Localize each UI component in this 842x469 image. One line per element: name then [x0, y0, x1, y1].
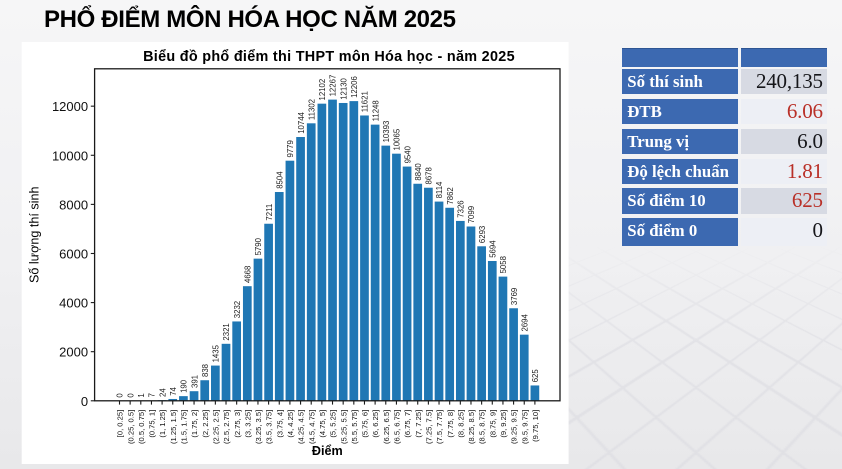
svg-text:10393: 10393	[382, 121, 391, 143]
svg-text:10744: 10744	[297, 111, 306, 133]
svg-text:0: 0	[126, 393, 135, 398]
svg-text:(8.75, 9]: (8.75, 9]	[488, 410, 497, 438]
svg-text:7099: 7099	[467, 206, 476, 223]
svg-text:12130: 12130	[339, 77, 348, 99]
svg-text:(9.75, 10]: (9.75, 10]	[531, 410, 540, 442]
svg-text:10000: 10000	[52, 148, 88, 163]
svg-text:12206: 12206	[350, 76, 359, 98]
svg-text:(2.25, 2.5]: (2.25, 2.5]	[211, 410, 220, 444]
svg-text:[0, 0.25]: [0, 0.25]	[116, 410, 125, 437]
svg-text:(3.25, 3.5]: (3.25, 3.5]	[254, 410, 263, 444]
svg-text:(5.75, 6]: (5.75, 6]	[361, 410, 370, 438]
svg-text:(5, 5.25]: (5, 5.25]	[329, 410, 338, 438]
svg-text:12267: 12267	[329, 75, 338, 97]
svg-text:2694: 2694	[520, 313, 529, 331]
svg-text:(5.25, 5.5]: (5.25, 5.5]	[339, 410, 348, 444]
svg-text:8114: 8114	[435, 181, 444, 198]
svg-text:391: 391	[190, 375, 199, 388]
svg-text:(9, 9.25]: (9, 9.25]	[499, 410, 508, 438]
svg-text:(7, 7.25]: (7, 7.25]	[414, 410, 423, 438]
svg-text:625: 625	[531, 369, 540, 383]
svg-text:0: 0	[81, 394, 88, 409]
svg-text:74: 74	[169, 386, 178, 395]
svg-text:7326: 7326	[457, 200, 466, 217]
svg-text:12000: 12000	[52, 99, 88, 114]
svg-text:5058: 5058	[499, 256, 508, 273]
svg-text:(0.75, 1]: (0.75, 1]	[148, 410, 157, 438]
svg-text:(2.75, 3]: (2.75, 3]	[233, 410, 242, 438]
svg-text:9540: 9540	[403, 145, 412, 163]
svg-text:6293: 6293	[478, 226, 487, 243]
svg-text:190: 190	[180, 379, 189, 393]
svg-text:5694: 5694	[488, 240, 497, 258]
svg-text:8000: 8000	[59, 197, 88, 212]
svg-text:(4.75, 5]: (4.75, 5]	[318, 410, 327, 438]
svg-text:(7.75, 8]: (7.75, 8]	[446, 410, 455, 438]
svg-text:(7.5, 7.75]: (7.5, 7.75]	[435, 410, 444, 444]
svg-text:(3.75, 4]: (3.75, 4]	[275, 410, 284, 438]
svg-text:(3, 3.25]: (3, 3.25]	[243, 410, 252, 438]
svg-text:8840: 8840	[414, 163, 423, 181]
svg-text:(3.5, 3.75]: (3.5, 3.75]	[265, 410, 274, 444]
svg-text:(0.25, 0.5]: (0.25, 0.5]	[126, 410, 135, 444]
svg-text:(4.25, 4.5]: (4.25, 4.5]	[297, 410, 306, 444]
svg-text:11248: 11248	[371, 100, 380, 121]
svg-text:3769: 3769	[510, 288, 519, 305]
svg-text:(2.5, 2.75]: (2.5, 2.75]	[222, 410, 231, 444]
svg-text:1435: 1435	[212, 344, 221, 362]
svg-text:10065: 10065	[393, 128, 402, 150]
svg-text:Điểm: Điểm	[312, 444, 343, 458]
svg-text:3232: 3232	[233, 301, 242, 318]
svg-text:12102: 12102	[318, 79, 327, 101]
svg-text:7211: 7211	[265, 204, 274, 221]
svg-text:(7.25, 7.5]: (7.25, 7.5]	[424, 410, 433, 444]
svg-text:(6, 6.25]: (6, 6.25]	[371, 410, 380, 438]
svg-text:(6.5, 6.75]: (6.5, 6.75]	[393, 410, 402, 444]
svg-text:2000: 2000	[59, 345, 88, 360]
svg-text:(1, 1.25]: (1, 1.25]	[158, 410, 167, 438]
svg-text:Biểu đồ phổ điểm thi THPT môn: Biểu đồ phổ điểm thi THPT môn Hóa học - …	[143, 49, 515, 65]
svg-text:11621: 11621	[361, 91, 370, 112]
svg-text:(5.5, 5.75]: (5.5, 5.75]	[350, 410, 359, 444]
svg-text:(1.25, 1.5]: (1.25, 1.5]	[169, 410, 178, 444]
svg-text:7862: 7862	[446, 187, 455, 204]
svg-text:Số lượng thí sinh: Số lượng thí sinh	[28, 187, 42, 284]
svg-text:1: 1	[137, 393, 146, 397]
svg-text:(6.25, 6.5]: (6.25, 6.5]	[382, 410, 391, 444]
svg-text:(9.25, 9.5]: (9.25, 9.5]	[510, 410, 519, 444]
svg-text:8678: 8678	[425, 167, 434, 184]
svg-text:(8, 8.25]: (8, 8.25]	[456, 410, 465, 438]
svg-text:(1.5, 1.75]: (1.5, 1.75]	[180, 410, 189, 444]
svg-text:7: 7	[148, 393, 157, 397]
svg-text:(9.5, 9.75]: (9.5, 9.75]	[520, 410, 529, 444]
svg-text:(2, 2.25]: (2, 2.25]	[201, 410, 210, 438]
svg-text:0: 0	[116, 393, 125, 398]
svg-text:(1.75, 2]: (1.75, 2]	[190, 410, 199, 438]
svg-text:11302: 11302	[307, 99, 316, 120]
svg-text:(6.75, 7]: (6.75, 7]	[403, 410, 412, 438]
svg-text:2321: 2321	[222, 323, 231, 340]
svg-text:(8.5, 8.75]: (8.5, 8.75]	[478, 410, 487, 444]
svg-text:8504: 8504	[275, 171, 284, 189]
svg-text:(4.5, 4.75]: (4.5, 4.75]	[307, 410, 316, 444]
svg-text:24: 24	[158, 388, 167, 397]
svg-text:6000: 6000	[59, 246, 88, 261]
svg-text:9779: 9779	[286, 140, 295, 157]
svg-text:5790: 5790	[254, 237, 263, 255]
svg-text:4000: 4000	[59, 296, 88, 311]
svg-text:4668: 4668	[244, 266, 253, 283]
svg-text:(8.25, 8.5]: (8.25, 8.5]	[467, 410, 476, 444]
svg-text:(0.5, 0.75]: (0.5, 0.75]	[137, 410, 146, 444]
svg-text:838: 838	[201, 364, 210, 377]
svg-text:(4, 4.25]: (4, 4.25]	[286, 410, 295, 438]
